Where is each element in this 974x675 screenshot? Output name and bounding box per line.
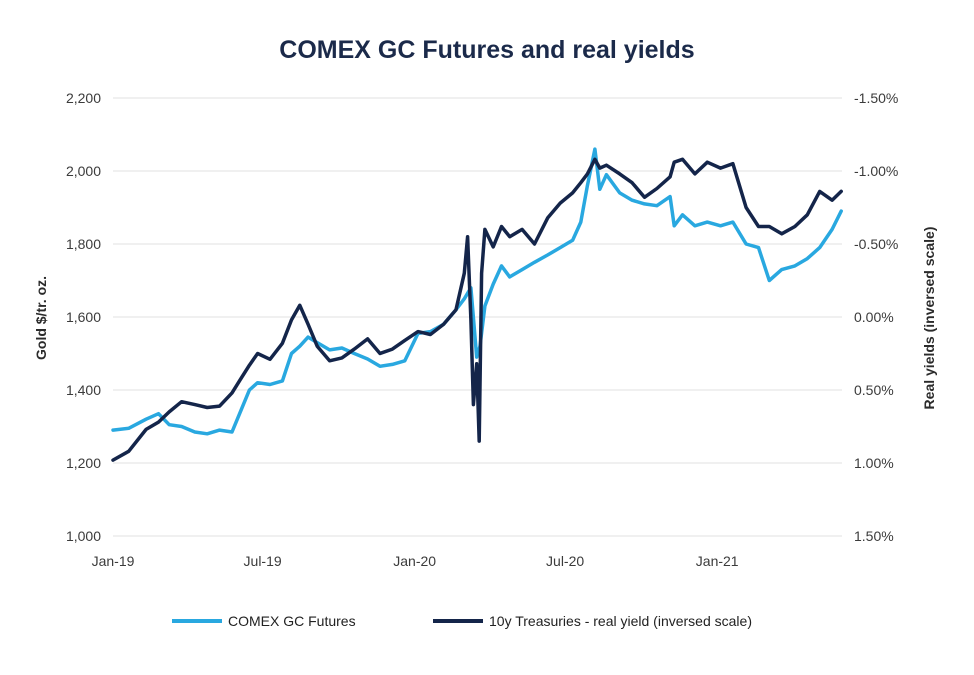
y-axis-label: Gold $/tr. oz. <box>33 276 49 360</box>
chart-title: COMEX GC Futures and real yields <box>279 36 694 64</box>
series-lines <box>111 147 843 462</box>
x-tick-label: Jul-20 <box>546 553 584 569</box>
y2-axis-label: Real yields (inversed scale) <box>921 227 937 410</box>
y2-tick-label: 1.00% <box>854 455 894 471</box>
y-tick-label: 1,400 <box>66 382 101 398</box>
y-tick-label: 2,200 <box>66 90 101 106</box>
y-tick-label: 1,600 <box>66 309 101 325</box>
y2-tick-label: 1.50% <box>854 528 894 544</box>
y-tick-label: 1,200 <box>66 455 101 471</box>
y-tick-label: 1,000 <box>66 528 101 544</box>
y2-tick-label: -0.50% <box>854 236 898 252</box>
tick-labels: 2,200 -1.50% 2,000 -1.00% 1,800 -0.50% 1,600 0.… <box>66 90 898 569</box>
y2-tick-label: -1.50% <box>854 90 898 106</box>
y-tick-label: 1,800 <box>66 236 101 252</box>
x-tick-label: Jan-20 <box>393 553 436 569</box>
x-tick-label: Jan-21 <box>696 553 739 569</box>
legend: COMEX GC Futures 10y Treasuries - real y… <box>172 613 752 629</box>
legend-label-comex: COMEX GC Futures <box>228 613 356 629</box>
legend-label-real-yield: 10y Treasuries - real yield (inversed sc… <box>489 613 752 629</box>
y2-tick-label: 0.00% <box>854 309 894 325</box>
y2-tick-label: -1.00% <box>854 163 898 179</box>
series-line-real-yield <box>111 157 843 462</box>
y-tick-label: 2,000 <box>66 163 101 179</box>
x-tick-label: Jan-19 <box>92 553 135 569</box>
x-tick-label: Jul-19 <box>244 553 282 569</box>
y2-tick-label: 0.50% <box>854 382 894 398</box>
